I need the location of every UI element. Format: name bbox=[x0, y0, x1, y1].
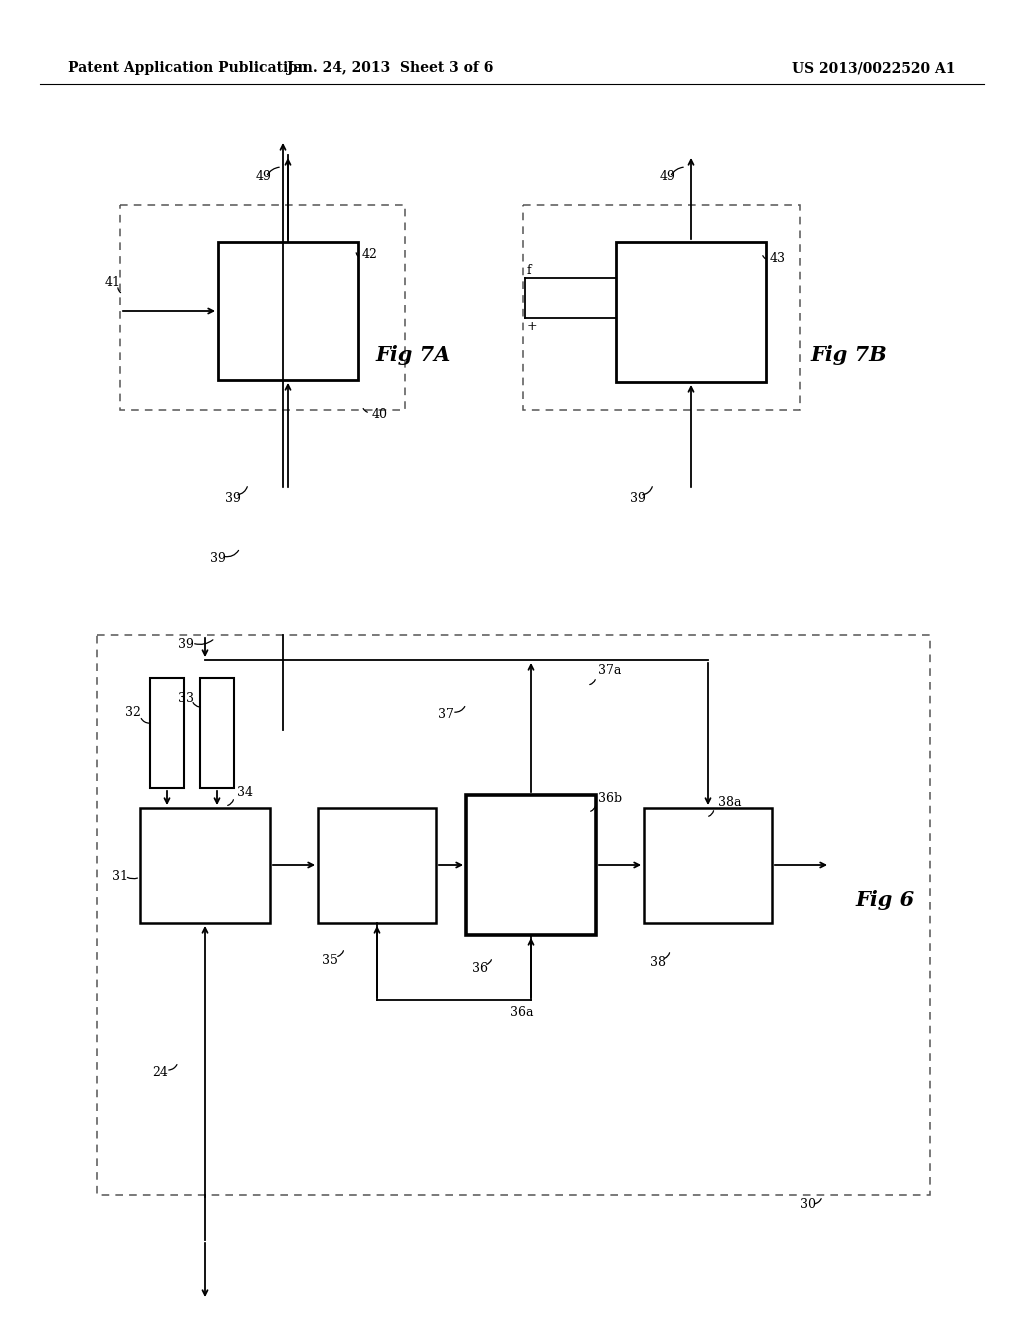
Text: 39: 39 bbox=[178, 639, 194, 652]
Text: 38: 38 bbox=[650, 956, 666, 969]
Text: 34: 34 bbox=[237, 787, 253, 800]
Text: 36b: 36b bbox=[598, 792, 623, 804]
Bar bbox=[523, 205, 800, 411]
Text: 37a: 37a bbox=[598, 664, 622, 677]
Bar bbox=[616, 242, 766, 381]
Bar bbox=[218, 242, 358, 380]
Bar bbox=[200, 678, 234, 788]
Text: Fig 7B: Fig 7B bbox=[810, 345, 887, 366]
Text: 39: 39 bbox=[630, 491, 646, 504]
Text: 36a: 36a bbox=[510, 1006, 534, 1019]
Text: 42: 42 bbox=[362, 248, 378, 261]
Text: 35: 35 bbox=[322, 953, 338, 966]
Bar bbox=[120, 205, 406, 411]
Text: 49: 49 bbox=[660, 169, 676, 182]
Text: 39: 39 bbox=[225, 491, 241, 504]
Text: 31: 31 bbox=[112, 870, 128, 883]
Text: f: f bbox=[527, 264, 531, 276]
Text: Fig 6: Fig 6 bbox=[855, 890, 914, 909]
Text: +: + bbox=[527, 319, 538, 333]
Text: 38a: 38a bbox=[718, 796, 741, 809]
Text: 37: 37 bbox=[438, 708, 454, 721]
Text: 40: 40 bbox=[372, 408, 388, 421]
Bar bbox=[466, 795, 596, 935]
Text: 41: 41 bbox=[105, 276, 121, 289]
Text: 39: 39 bbox=[210, 552, 226, 565]
Bar bbox=[150, 678, 184, 788]
Text: Jan. 24, 2013  Sheet 3 of 6: Jan. 24, 2013 Sheet 3 of 6 bbox=[287, 61, 494, 75]
Bar bbox=[318, 808, 436, 923]
Text: 49: 49 bbox=[256, 169, 272, 182]
Text: 32: 32 bbox=[125, 706, 141, 719]
Text: 30: 30 bbox=[800, 1199, 816, 1212]
Text: US 2013/0022520 A1: US 2013/0022520 A1 bbox=[793, 61, 956, 75]
Text: Patent Application Publication: Patent Application Publication bbox=[68, 61, 307, 75]
Bar bbox=[140, 808, 270, 923]
Text: Fig 7A: Fig 7A bbox=[375, 345, 451, 366]
Bar bbox=[97, 635, 930, 1195]
Bar bbox=[644, 808, 772, 923]
Text: 33: 33 bbox=[178, 692, 194, 705]
Text: 43: 43 bbox=[770, 252, 786, 264]
Text: 36: 36 bbox=[472, 961, 488, 974]
Text: 24: 24 bbox=[152, 1067, 168, 1080]
